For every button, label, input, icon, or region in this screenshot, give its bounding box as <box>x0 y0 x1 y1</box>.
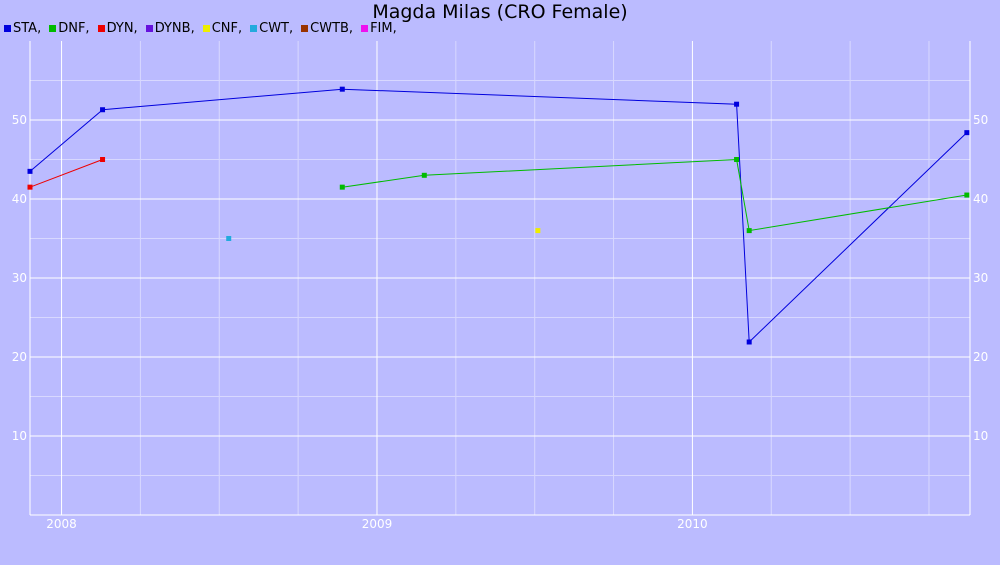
y-tick-label-left: 50 <box>12 113 27 127</box>
x-tick-label: 2010 <box>677 517 708 531</box>
legend-swatch <box>301 24 309 32</box>
legend-label: STA, <box>13 20 42 36</box>
y-tick-label-right: 40 <box>973 192 988 206</box>
legend: STA, DNF, DYN, DYNB, CNF, CWT, CWTB, FIM, <box>4 20 405 36</box>
data-point-cwt <box>226 236 232 241</box>
legend-label: CWTB, <box>310 20 354 36</box>
data-point-dnf <box>421 172 427 178</box>
legend-label: CNF, <box>211 20 243 36</box>
y-tick-label-left: 10 <box>12 429 27 443</box>
legend-item: CWTB, <box>301 20 353 36</box>
legend-swatch <box>4 24 11 32</box>
y-tick-label-right: 20 <box>973 350 988 364</box>
data-point-dnf <box>964 192 970 198</box>
legend-label: DYNB, <box>154 20 195 36</box>
data-point-dnf <box>746 228 752 234</box>
chart-title: Magda Milas (CRO Female) <box>372 1 628 23</box>
legend-label: DNF, <box>58 20 90 36</box>
y-tick-label-right: 50 <box>973 113 988 127</box>
data-point-sta <box>100 107 106 113</box>
legend-item: DYNB, <box>145 20 195 36</box>
y-tick-label-left: 30 <box>12 271 27 285</box>
y-tick-label-left: 20 <box>12 350 27 364</box>
data-point-dyn <box>100 157 106 162</box>
legend-swatch <box>202 24 210 32</box>
legend-item: CWT, <box>250 20 293 36</box>
legend-swatch <box>250 24 258 32</box>
data-point-dyn <box>27 184 33 190</box>
legend-item: STA, <box>4 20 41 36</box>
x-tick-label: 2008 <box>46 517 77 531</box>
y-tick-label-right: 10 <box>973 429 988 443</box>
data-point-sta <box>339 86 345 92</box>
legend-swatch <box>49 24 57 32</box>
series-line-dyn <box>29 159 103 188</box>
data-point-sta <box>964 130 970 136</box>
legend-swatch <box>145 24 153 32</box>
legend-label: FIM, <box>370 20 397 36</box>
legend-item: CNF, <box>202 20 243 36</box>
y-tick-label-left: 40 <box>12 192 27 206</box>
legend-swatch <box>97 24 105 32</box>
data-point-sta <box>734 101 740 107</box>
y-tick-label-right: 30 <box>973 271 988 285</box>
legend-item: DNF, <box>49 20 90 36</box>
data-point-dnf <box>734 157 740 162</box>
legend-label: CWT, <box>259 20 294 36</box>
data-point-cnf <box>535 228 541 234</box>
legend-label: DYN, <box>106 20 138 36</box>
legend-item: DYN, <box>97 20 138 36</box>
data-point-sta <box>746 339 752 345</box>
x-tick-label: 2009 <box>362 517 393 531</box>
series-line-dnf <box>342 158 967 232</box>
legend-item: FIM, <box>361 20 397 36</box>
series-line-sta <box>29 88 968 344</box>
legend-swatch <box>361 24 369 32</box>
data-point-sta <box>27 168 33 174</box>
data-point-dnf <box>339 184 345 190</box>
